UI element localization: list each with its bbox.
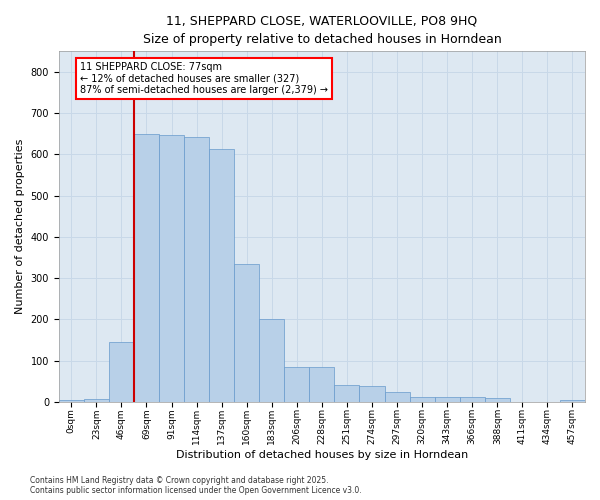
- Bar: [284, 367, 310, 402]
- Bar: [310, 367, 334, 402]
- Bar: [485, 398, 510, 402]
- Text: 11 SHEPPARD CLOSE: 77sqm
← 12% of detached houses are smaller (327)
87% of semi-: 11 SHEPPARD CLOSE: 77sqm ← 12% of detach…: [80, 62, 328, 95]
- Bar: [134, 134, 159, 402]
- Bar: [109, 342, 134, 402]
- Bar: [234, 264, 259, 402]
- Bar: [560, 400, 585, 402]
- Bar: [184, 136, 209, 402]
- Bar: [434, 397, 460, 402]
- Bar: [460, 397, 485, 402]
- Bar: [59, 400, 84, 402]
- X-axis label: Distribution of detached houses by size in Horndean: Distribution of detached houses by size …: [176, 450, 468, 460]
- Bar: [259, 320, 284, 402]
- Bar: [334, 386, 359, 402]
- Text: Contains HM Land Registry data © Crown copyright and database right 2025.
Contai: Contains HM Land Registry data © Crown c…: [30, 476, 362, 495]
- Title: 11, SHEPPARD CLOSE, WATERLOOVILLE, PO8 9HQ
Size of property relative to detached: 11, SHEPPARD CLOSE, WATERLOOVILLE, PO8 9…: [143, 15, 501, 46]
- Bar: [385, 392, 410, 402]
- Bar: [410, 397, 434, 402]
- Bar: [84, 398, 109, 402]
- Bar: [359, 386, 385, 402]
- Y-axis label: Number of detached properties: Number of detached properties: [15, 139, 25, 314]
- Bar: [209, 150, 234, 402]
- Bar: [159, 134, 184, 402]
